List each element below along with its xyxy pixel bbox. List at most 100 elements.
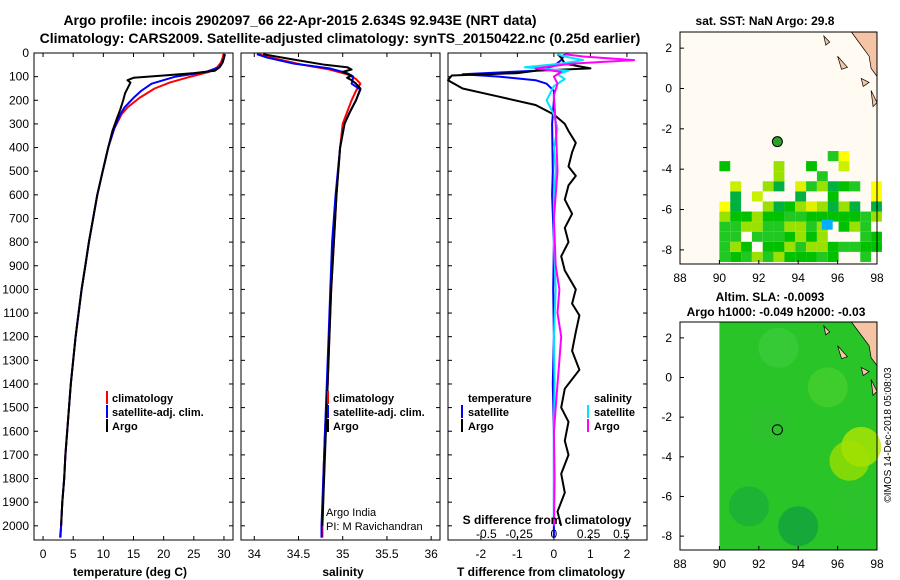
depth-tick-label: 400	[9, 141, 29, 155]
sst-cell	[762, 201, 774, 212]
legend-s-satellite-label: satellite	[594, 407, 635, 419]
sst-cell	[806, 221, 817, 232]
s-tick-label: -0.5	[476, 527, 497, 541]
sst-cell	[816, 201, 828, 212]
sst-cell	[773, 221, 785, 232]
map-y-tick-label: -4	[661, 450, 672, 464]
map-y-tick-label: -6	[661, 203, 672, 217]
figure-title-line1: Argo profile: incois 2902097_66 22-Apr-2…	[63, 12, 536, 28]
x-tick-label: 34	[248, 547, 262, 561]
difference-legend-salinity: salinity satellite Argo	[587, 393, 635, 433]
legend-satellite-label: satellite-adj. clim.	[112, 407, 204, 419]
sst-cell	[751, 211, 763, 222]
island	[860, 366, 870, 377]
depth-tick-label: 1300	[2, 353, 29, 367]
sst-cell	[816, 171, 828, 182]
sst-argo-marker	[771, 136, 783, 148]
sst-cell	[806, 181, 817, 192]
figure-title-line2: Climatology: CARS2009. Satellite-adjuste…	[40, 30, 641, 46]
x-tick-label: 35.5	[375, 547, 399, 561]
sst-cell	[821, 219, 833, 230]
salinity-depth-ticks	[241, 52, 440, 527]
sst-cell	[816, 181, 828, 192]
map-y-tick-label: -2	[661, 122, 672, 136]
sst-cell	[773, 231, 785, 242]
sst-cell	[806, 211, 817, 222]
map-y-tick-label: -2	[661, 410, 672, 424]
sst-cell	[816, 211, 828, 222]
sst-cell	[730, 251, 742, 262]
depth-tick-label: 600	[9, 188, 29, 202]
x-tick-label: 36	[424, 547, 438, 561]
sst-cell	[795, 181, 807, 192]
sst-cell	[784, 231, 796, 242]
legend-satellite-label: satellite-adj. clim.	[333, 407, 425, 419]
difference-panel: -2 -1 0 1 2-0.5 -0.25 0 0.25 0.5 S difference fr…	[447, 52, 648, 579]
sst-cell	[860, 241, 872, 252]
s-tick-label: 0.25	[577, 527, 601, 541]
map-y-tick-label: 2	[665, 41, 672, 55]
sst-cell	[795, 231, 807, 242]
temperature-series	[58, 53, 227, 538]
depth-tick-label: 1700	[2, 448, 29, 462]
x-tick-label: 5	[70, 547, 77, 561]
sst-cell	[741, 241, 752, 252]
depth-axis: 0 100 200 300 400 500 600 700 800 900 1000 1100 1200…	[2, 46, 233, 533]
sst-map-frame	[679, 31, 878, 265]
series-s-argo	[534, 53, 636, 526]
sst-cells	[719, 151, 882, 262]
sst-cell	[827, 151, 839, 162]
map-x-tick-label: 96	[831, 271, 845, 285]
series-t-argo	[447, 53, 592, 527]
x-tick-label: 35	[336, 547, 350, 561]
salinity-legend: climatology satellite-adj. clim. Argo	[327, 391, 425, 433]
x-tick-label: -1	[512, 547, 523, 561]
island	[823, 324, 831, 336]
sst-cell	[795, 251, 807, 262]
sst-cell	[806, 201, 817, 212]
salinity-panel-frame	[240, 52, 441, 541]
sst-cell	[849, 181, 861, 192]
sst-cell	[827, 181, 839, 192]
depth-tick-label: 900	[9, 259, 29, 273]
sst-land	[823, 31, 878, 108]
sst-cell	[784, 201, 796, 212]
sst-cell	[730, 201, 742, 212]
sst-cell	[860, 251, 872, 262]
x-tick-label: 30	[217, 547, 231, 561]
map-x-tick-label: 90	[713, 271, 727, 285]
x-tick-label: 34.5	[287, 547, 311, 561]
sst-cell	[860, 231, 872, 242]
temperature-legend: climatology satellite-adj. clim. Argo	[106, 391, 204, 433]
sst-cell	[806, 241, 817, 252]
map-y-tick-label: -8	[661, 529, 672, 543]
sla-argo-marker	[771, 424, 783, 436]
legend-argo-label: Argo	[333, 421, 359, 433]
island	[860, 77, 870, 88]
s-tick-label: -0.25	[506, 527, 534, 541]
depth-tick-label: 500	[9, 164, 29, 178]
sst-cell	[849, 211, 861, 222]
sst-cell	[860, 211, 872, 222]
sst-cell	[849, 201, 861, 212]
difference-depth-ticks	[448, 52, 647, 527]
sst-cell	[784, 221, 796, 232]
difference-x-axis: -2 -1 0 1 2-0.5 -0.25 0 0.25 0.5	[476, 53, 631, 561]
sst-cell	[806, 161, 817, 172]
sst-map-axes: 88 90 92 94 96 98 -8 -6 -4 -2 0 2	[661, 41, 884, 285]
legend-t-satellite-label: satellite	[468, 407, 509, 419]
sst-cell	[719, 201, 731, 212]
x-tick-label: 10	[97, 547, 111, 561]
sst-cell	[795, 211, 807, 222]
sst-cell	[741, 221, 752, 232]
map-x-tick-label: 88	[673, 271, 687, 285]
sst-cell	[816, 241, 828, 252]
sst-cell	[751, 191, 763, 202]
t-difference-axis-label: T difference from climatology	[457, 565, 625, 579]
map-y-tick-label: -6	[661, 489, 672, 503]
sst-cell	[719, 161, 731, 172]
depth-tick-label: 0	[22, 46, 29, 60]
depth-tick-label: 1800	[2, 472, 29, 486]
difference-panel-frame	[447, 52, 648, 541]
difference-series	[447, 53, 636, 538]
